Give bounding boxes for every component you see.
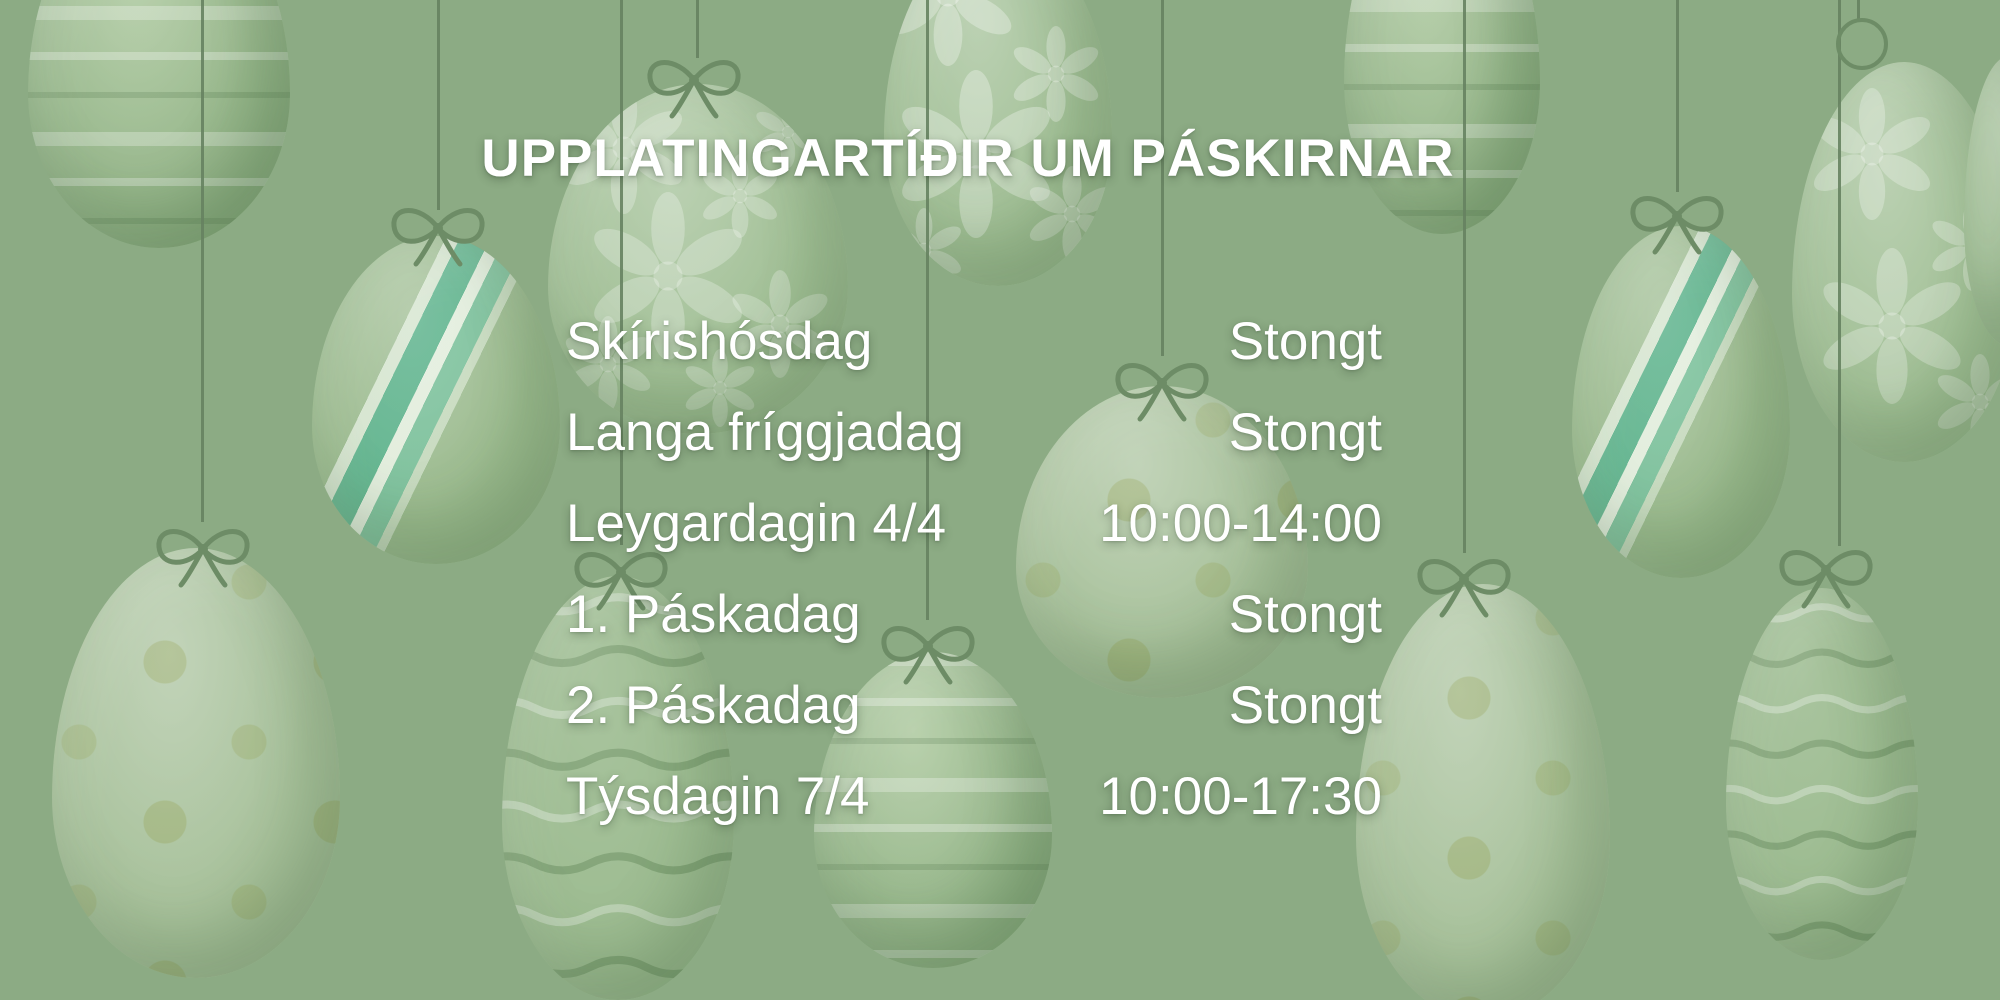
egg-teal-diagonal-right xyxy=(1572,226,1790,578)
day-label: Skírishósdag xyxy=(566,312,873,371)
hanging-string xyxy=(696,0,699,58)
hours-value: Stongt xyxy=(1228,312,1382,371)
opening-hours-table: Skírishósdag Stongt Langa fríggjadag Sto… xyxy=(566,296,1382,842)
hours-value: 10:00-17:30 xyxy=(1099,767,1382,826)
egg-dotted-center xyxy=(1016,386,1308,698)
egg-flower-top-center xyxy=(884,0,1112,286)
hours-value: Stongt xyxy=(1228,585,1382,644)
egg-wavy-bottom-right xyxy=(1726,588,1918,960)
hanging-string xyxy=(437,0,440,210)
hours-value: 10:00-14:00 xyxy=(1099,494,1382,553)
ribbon-bow-icon xyxy=(1617,182,1737,264)
hanging-string xyxy=(1857,0,1860,22)
hours-value: Stongt xyxy=(1228,676,1382,735)
table-row: Týsdagin 7/4 10:00-17:30 xyxy=(566,751,1382,842)
ribbon-bow-icon xyxy=(1404,545,1524,627)
table-row: Leygardagin 4/4 10:00-14:00 xyxy=(566,478,1382,569)
egg-teal-diagonal-left xyxy=(312,236,560,564)
egg-striped-top-left xyxy=(28,0,290,248)
hanging-string xyxy=(1463,0,1466,553)
day-label: 1. Páskadag xyxy=(566,585,861,644)
hanging-string xyxy=(1838,0,1841,546)
table-row: Skírishósdag Stongt xyxy=(566,296,1382,387)
table-row: 2. Páskadag Stongt xyxy=(566,660,1382,751)
ribbon-bow-icon xyxy=(634,46,754,128)
hanging-string xyxy=(926,0,929,620)
egg-striped-top-right xyxy=(1344,0,1540,234)
ribbon-ring-icon xyxy=(1836,18,1888,70)
egg-dotted-bottom-left xyxy=(52,548,340,978)
page-title: UPPLATINGARTÍÐIR UM PÁSKIRNAR xyxy=(481,129,1455,188)
hours-value: Stongt xyxy=(1228,403,1382,462)
egg-striped-bottom-middle xyxy=(814,652,1052,968)
egg-flower-top-middle xyxy=(548,84,848,434)
day-label: Langa fríggjadag xyxy=(566,403,964,462)
day-label: 2. Páskadag xyxy=(566,676,861,735)
hanging-string xyxy=(620,0,623,545)
table-row: 1. Páskadag Stongt xyxy=(566,569,1382,660)
day-label: Týsdagin 7/4 xyxy=(566,767,870,826)
wave-pattern xyxy=(1726,588,1918,960)
hanging-string xyxy=(1161,0,1164,356)
hanging-string xyxy=(1676,0,1679,192)
egg-dotted-bottom-right xyxy=(1356,584,1610,1000)
egg-wavy-bottom-middle xyxy=(502,576,734,1000)
day-label: Leygardagin 4/4 xyxy=(566,494,947,553)
table-row: Langa fríggjadag Stongt xyxy=(566,387,1382,478)
hanging-string xyxy=(201,0,204,522)
ribbon-bow-icon xyxy=(143,515,263,597)
ribbon-bow-icon xyxy=(1766,536,1886,618)
ribbon-bow-icon xyxy=(378,194,498,276)
